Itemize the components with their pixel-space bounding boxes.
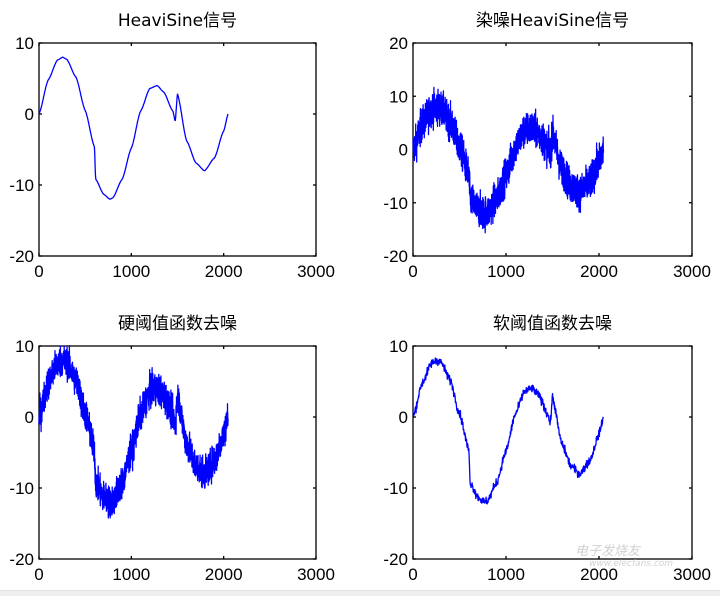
x-tick-label: 2000 [580, 565, 618, 584]
panel-noisy-heavisine-signal: 染噪HeaviSine信号 0 1000 2000 3000 20 10 0 -10 -20 [383, 11, 710, 281]
panel-title: HeaviSine信号 [118, 11, 237, 31]
watermark-url: www.elecfans.com [589, 559, 674, 569]
watermark-text: 电子发烧友 [575, 544, 641, 559]
x-tick-label: 0 [34, 565, 43, 584]
panel-hard-threshold-denoise: 硬阈值函数去噪 0 1000 2000 3000 10 0 -10 -20 [9, 314, 334, 584]
y-tick-label: -10 [9, 479, 34, 498]
panel-title: 软阈值函数去噪 [493, 314, 612, 334]
signal-line [412, 86, 605, 234]
x-tick-label: 0 [408, 565, 417, 584]
y-tick-label: 10 [389, 337, 408, 356]
panel-heavisine-signal: HeaviSine信号 0 1000 2000 3000 10 0 -10 -20 [9, 11, 334, 281]
panel-title: 染噪HeaviSine信号 [476, 11, 629, 31]
y-tick-label: 10 [389, 87, 408, 106]
x-tick-label: 1000 [112, 262, 150, 281]
x-tick-label: 2000 [205, 262, 243, 281]
y-tick-label: -20 [383, 550, 408, 569]
x-tick-label: 0 [408, 262, 417, 281]
x-tick-label: 1000 [487, 565, 525, 584]
x-tick-label: 2000 [580, 262, 618, 281]
x-tick-label: 2000 [205, 565, 243, 584]
x-tick-label: 0 [34, 262, 43, 281]
axes-box [38, 42, 317, 257]
y-tick-label: 10 [15, 34, 34, 53]
x-tick-label: 3000 [297, 262, 335, 281]
x-tick-label: 3000 [673, 565, 711, 584]
x-tick-label: 1000 [112, 565, 150, 584]
y-tick-label: 0 [399, 141, 408, 160]
panel-title: 硬阈值函数去噪 [118, 314, 237, 334]
panel-soft-threshold-denoise: 软阈值函数去噪 0 1000 2000 3000 10 0 -10 -20 [383, 314, 710, 584]
y-tick-label: -20 [9, 247, 34, 266]
signal-line [38, 345, 229, 519]
signal-line [38, 56, 229, 200]
y-tick-label: 0 [25, 105, 34, 124]
x-tick-label: 3000 [673, 262, 711, 281]
y-tick-label: -10 [383, 479, 408, 498]
signal-line [412, 357, 604, 505]
axes-box [412, 345, 693, 560]
y-tick-label: 20 [389, 34, 408, 53]
x-tick-label: 3000 [297, 565, 335, 584]
y-tick-label: 0 [25, 408, 34, 427]
y-tick-label: -20 [9, 550, 34, 569]
y-tick-label: -10 [9, 176, 34, 195]
x-tick-label: 1000 [487, 262, 525, 281]
y-tick-label: 10 [15, 337, 34, 356]
y-tick-label: -10 [383, 194, 408, 213]
bottom-strip [0, 590, 720, 596]
axes-box [38, 345, 317, 560]
y-tick-label: -20 [383, 247, 408, 266]
y-tick-label: 0 [399, 408, 408, 427]
watermark: 电子发烧友 www.elecfans.com [575, 540, 673, 569]
